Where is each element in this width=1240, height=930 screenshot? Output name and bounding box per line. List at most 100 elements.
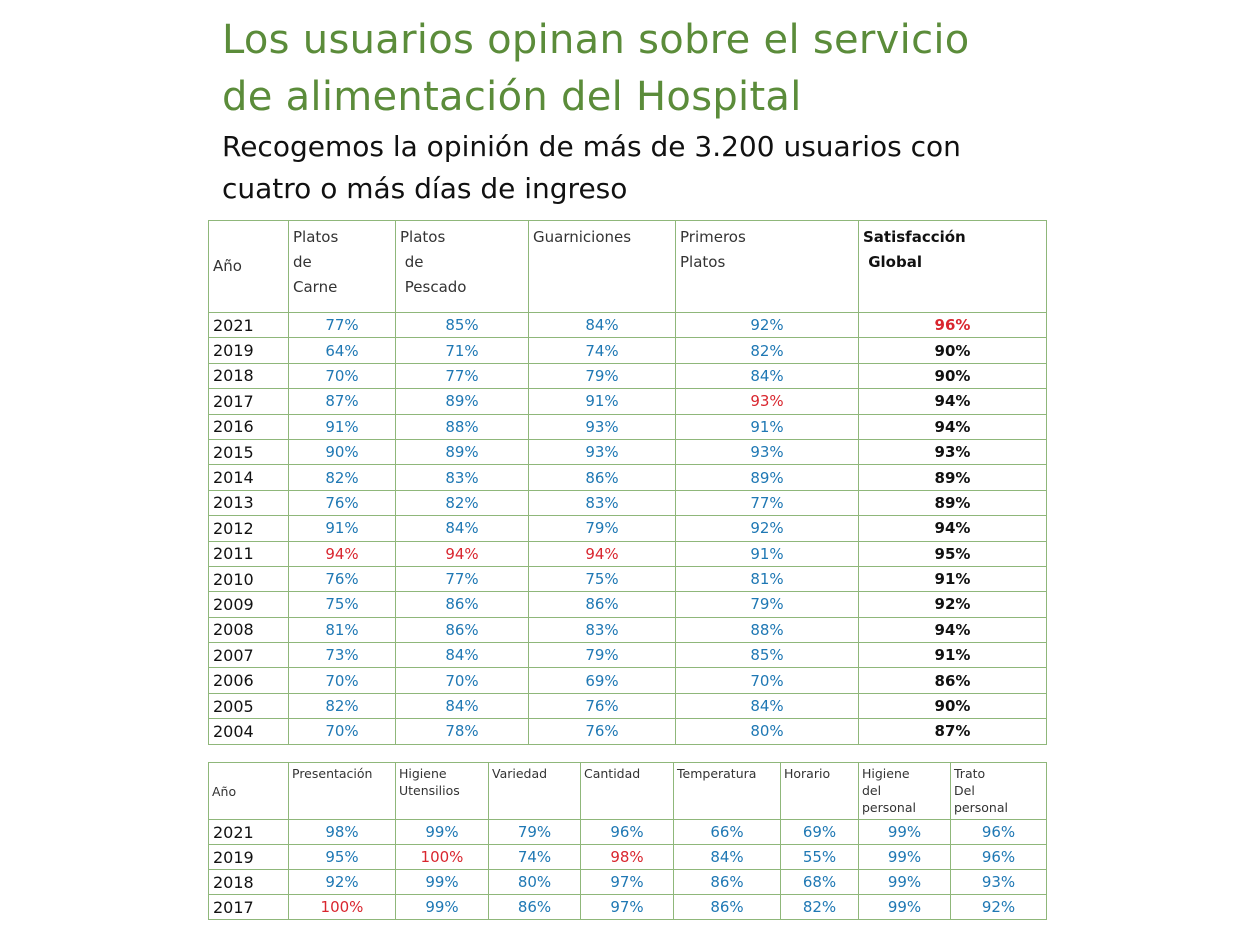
subtitle-line-1: Recogemos la opinión de más de 3.200 usu… [222, 130, 961, 163]
column-header: Satisfacción Global [858, 220, 1047, 313]
value-cell: 84% [673, 844, 781, 870]
table-row: 2017 100% 99% 86% 97% 86% 82% 99% 92% [208, 894, 1047, 920]
value-cell: 93% [675, 388, 859, 415]
value-cell: 77% [288, 311, 396, 339]
value-cell: 86% [528, 591, 676, 618]
value-cell: 94% [528, 540, 676, 567]
value-cell: 77% [395, 362, 529, 390]
value-cell: 99% [395, 819, 489, 845]
table-header-row: Año Platos de Carne Platos de Pescado Guarn… [208, 220, 1047, 313]
value-cell: 66% [673, 819, 781, 845]
value-cell: 70% [288, 718, 396, 745]
value-cell: 97% [580, 894, 674, 920]
value-cell: 96% [858, 311, 1047, 339]
year-cell: 2018 [208, 869, 289, 895]
value-cell: 93% [950, 869, 1047, 895]
value-cell: 92% [858, 591, 1047, 618]
value-cell: 77% [395, 565, 529, 593]
page-title: Los usuarios opinan sobre el servicio de… [222, 12, 970, 126]
value-cell: 92% [950, 894, 1047, 920]
value-cell: 84% [675, 362, 859, 390]
value-cell: 82% [395, 489, 529, 517]
value-cell: 99% [858, 819, 951, 845]
value-cell: 93% [675, 438, 859, 466]
value-cell: 84% [675, 692, 859, 720]
column-header: Higiene Utensilios [395, 762, 489, 820]
value-cell: 94% [858, 413, 1047, 440]
year-cell: 2017 [208, 388, 289, 415]
table-row: 2014 82% 83% 86% 89% 89% [208, 464, 1047, 491]
value-cell: 86% [673, 894, 781, 920]
column-header: Año [208, 762, 289, 820]
value-cell: 94% [395, 540, 529, 567]
column-header: Variedad [488, 762, 581, 820]
value-cell: 82% [780, 894, 859, 920]
value-cell: 69% [780, 819, 859, 845]
table-row: 2017 87% 89% 91% 93% 94% [208, 388, 1047, 415]
value-cell: 82% [675, 337, 859, 364]
title-line-1: Los usuarios opinan sobre el servicio [222, 17, 970, 63]
year-cell: 2015 [208, 438, 289, 466]
value-cell: 84% [395, 642, 529, 669]
value-cell: 91% [675, 413, 859, 440]
value-cell: 73% [288, 642, 396, 669]
value-cell: 87% [858, 718, 1047, 745]
value-cell: 79% [488, 819, 581, 845]
table-row: 2012 91% 84% 79% 92% 94% [208, 515, 1047, 542]
value-cell: 92% [288, 869, 396, 895]
table-row: 2021 98% 99% 79% 96% 66% 69% 99% 96% [208, 819, 1047, 845]
value-cell: 70% [675, 667, 859, 694]
value-cell: 99% [858, 894, 951, 920]
table-row: 2011 94% 94% 94% 91% 95% [208, 540, 1047, 567]
value-cell: 79% [528, 362, 676, 390]
column-header: Primeros Platos [675, 220, 859, 313]
value-cell: 70% [288, 362, 396, 390]
value-cell: 94% [858, 515, 1047, 542]
value-cell: 100% [288, 894, 396, 920]
value-cell: 91% [675, 540, 859, 567]
value-cell: 84% [528, 311, 676, 339]
value-cell: 76% [288, 489, 396, 517]
value-cell: 91% [288, 515, 396, 542]
table-row: 2018 70% 77% 79% 84% 90% [208, 362, 1047, 390]
value-cell: 94% [288, 540, 396, 567]
value-cell: 89% [675, 464, 859, 491]
value-cell: 76% [528, 692, 676, 720]
value-cell: 95% [858, 540, 1047, 567]
value-cell: 94% [858, 616, 1047, 644]
value-cell: 83% [528, 616, 676, 644]
table-row: 2010 76% 77% 75% 81% 91% [208, 565, 1047, 593]
value-cell: 74% [488, 844, 581, 870]
subtitle-line-2: cuatro o más días de ingreso [222, 172, 628, 205]
value-cell: 82% [288, 692, 396, 720]
value-cell: 79% [528, 515, 676, 542]
year-cell: 2004 [208, 718, 289, 745]
table-row: 2009 75% 86% 86% 79% 92% [208, 591, 1047, 618]
title-line-2: de alimentación del Hospital [222, 74, 802, 120]
value-cell: 89% [858, 464, 1047, 491]
value-cell: 83% [395, 464, 529, 491]
value-cell: 64% [288, 337, 396, 364]
year-cell: 2007 [208, 642, 289, 669]
value-cell: 86% [395, 591, 529, 618]
value-cell: 95% [288, 844, 396, 870]
value-cell: 100% [395, 844, 489, 870]
value-cell: 98% [288, 819, 396, 845]
value-cell: 77% [675, 489, 859, 517]
value-cell: 90% [858, 362, 1047, 390]
table-row: 2006 70% 70% 69% 70% 86% [208, 667, 1047, 694]
value-cell: 90% [288, 438, 396, 466]
value-cell: 88% [675, 616, 859, 644]
year-cell: 2016 [208, 413, 289, 440]
value-cell: 81% [675, 565, 859, 593]
value-cell: 86% [395, 616, 529, 644]
value-cell: 87% [288, 388, 396, 415]
service-satisfaction-table: Año Presentación Higiene Utensilios Varieda… [208, 762, 1047, 920]
value-cell: 71% [395, 337, 529, 364]
value-cell: 79% [528, 642, 676, 669]
column-header: Guarniciones [528, 220, 676, 313]
value-cell: 91% [858, 565, 1047, 593]
year-cell: 2009 [208, 591, 289, 618]
value-cell: 88% [395, 413, 529, 440]
value-cell: 96% [580, 819, 674, 845]
